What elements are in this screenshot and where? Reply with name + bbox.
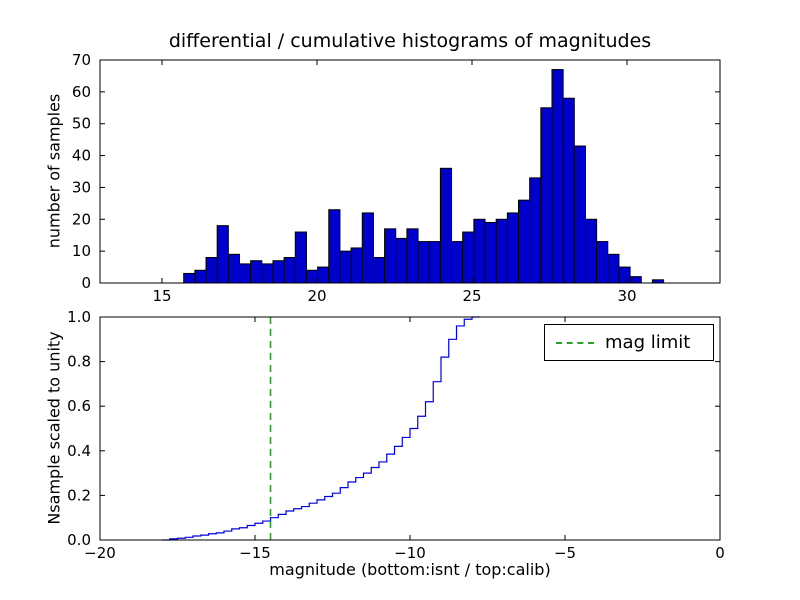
figure-title: differential / cumulative histograms of … <box>168 30 652 52</box>
legend-label: mag limit <box>605 332 691 353</box>
histogram-bar <box>439 167 453 284</box>
histogram-bar <box>562 97 575 284</box>
histogram-bar <box>350 247 363 284</box>
histogram-bar <box>294 231 307 284</box>
histogram-bar <box>239 263 252 284</box>
y-tick-label: 50 <box>72 115 91 133</box>
histogram-bar <box>328 209 341 284</box>
histogram-bar <box>618 266 631 284</box>
y-tick-label: 0.8 <box>67 353 91 371</box>
x-tick-label: 30 <box>617 287 636 305</box>
histogram-bar <box>317 266 330 284</box>
histogram-bar <box>573 145 586 284</box>
histogram-bars <box>183 69 665 284</box>
x-tick-label: 0 <box>715 544 725 562</box>
histogram-bar <box>473 218 486 284</box>
histogram-bar <box>540 107 553 284</box>
x-tick-label: −15 <box>239 544 271 562</box>
y-tick-label: 10 <box>72 242 91 260</box>
histogram-bar <box>395 237 408 284</box>
y-tick-label: 40 <box>72 147 91 165</box>
histogram-bar <box>451 241 464 284</box>
histogram-bar <box>518 199 531 284</box>
histogram-bar <box>194 269 207 284</box>
y-tick-label: 0.6 <box>67 397 91 415</box>
histogram-bar <box>551 69 564 284</box>
histogram-bar <box>205 257 218 284</box>
x-tick-label: −10 <box>394 544 426 562</box>
histogram-bar <box>506 212 519 284</box>
x-tick-label: 25 <box>462 287 481 305</box>
y-tick-label: 0.4 <box>67 442 91 460</box>
cumulative-plot: −20 −15 −10 −5 0 0.0 0.2 0.4 0.6 0.8 1.0 <box>67 308 725 562</box>
y-tick-label: 1.0 <box>67 308 91 326</box>
x-tick-label: 15 <box>152 287 171 305</box>
histogram-bar <box>462 231 475 284</box>
histogram-bar <box>484 221 497 284</box>
histogram-bar <box>261 263 274 284</box>
legend: mag limit <box>544 324 714 361</box>
histogram-bar <box>607 253 620 284</box>
x-tick-label: −20 <box>84 544 116 562</box>
top-y-axis-label: number of samples <box>44 93 64 249</box>
histogram-bar <box>183 272 196 284</box>
histogram-bar <box>339 250 352 284</box>
x-axis-label: magnitude (bottom:isnt / top:calib) <box>269 560 551 579</box>
histogram-bar <box>596 241 609 284</box>
x-tick-label: −5 <box>554 544 576 562</box>
histogram-bar <box>529 177 542 284</box>
differential-histogram-plot: 15 20 25 30 0 10 20 30 40 50 60 70 <box>72 51 721 305</box>
y-tick-label: 0.2 <box>67 486 91 504</box>
histogram-bar <box>250 260 263 284</box>
histogram-bar <box>283 257 296 284</box>
y-tick-label: 70 <box>72 51 91 69</box>
histogram-bar <box>428 241 441 284</box>
histogram-bar <box>629 276 642 284</box>
y-tick-label: 20 <box>72 210 91 228</box>
histogram-bar <box>305 269 319 284</box>
histogram-bar <box>227 253 240 284</box>
histogram-bar <box>495 218 508 284</box>
histogram-bar <box>406 228 419 284</box>
y-tick-label: 60 <box>72 83 91 101</box>
histogram-bar <box>361 212 374 284</box>
x-tick-label: 20 <box>307 287 326 305</box>
histogram-bar <box>584 218 598 284</box>
bottom-y-axis-label: Nsample scaled to unity <box>44 331 64 525</box>
histogram-bar <box>216 225 229 284</box>
y-tick-label: 0.0 <box>67 531 91 549</box>
histogram-bar <box>384 228 397 284</box>
histogram-bar <box>372 257 386 284</box>
histogram-bar <box>272 260 285 284</box>
cumulative-step-line <box>162 316 480 541</box>
y-tick-label: 0 <box>81 274 91 292</box>
histogram-bar <box>417 241 430 284</box>
legend-dashed-line-sample <box>556 341 594 344</box>
y-tick-label: 30 <box>72 178 91 196</box>
axes-frame <box>99 59 721 284</box>
